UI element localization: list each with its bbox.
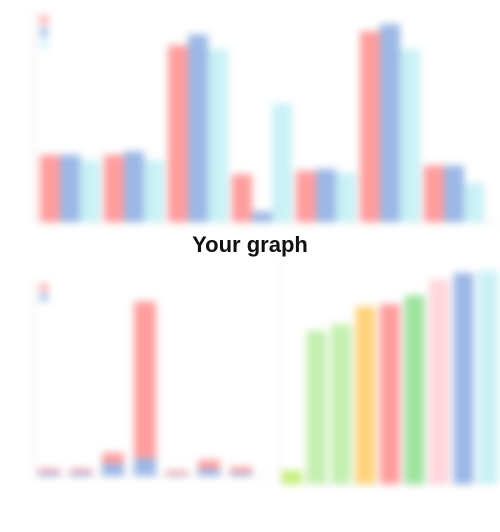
bar-bl-s1-4 [166,474,188,476]
bar-top-s0-2 [168,45,188,223]
bar-br-2 [331,324,351,484]
bar-top-s2-1 [144,160,164,222]
bar-bl-s1-3 [134,458,156,476]
bar-top-s2-0 [80,160,100,222]
bar-top-s0-0 [40,154,60,222]
bar-br-5 [404,295,425,484]
bar-bl-s0-3 [134,301,156,476]
bar-bl-s0-4 [166,470,188,476]
bar-top-s1-4 [316,169,336,222]
bar-br-0 [282,470,302,484]
legend-swatch-bl-1 [40,294,48,301]
legend-swatch-top-1 [40,28,48,36]
bar-top-s1-1 [124,151,144,222]
bar-top-s1-0 [60,154,80,222]
bar-br-7 [453,273,474,484]
bar-top-s1-3 [252,211,272,222]
bar-top-s0-4 [296,170,316,222]
bar-top-s2-4 [336,172,356,222]
bar-bl-s0-6 [230,467,252,476]
bar-br-8 [478,270,498,484]
bar-br-3 [355,306,376,484]
legend-swatch-top-0 [40,16,48,24]
bar-bl-s1-5 [198,468,220,476]
bar-br-1 [306,330,327,484]
bar-top-s0-6 [424,165,444,222]
bar-top-s2-3 [272,103,292,222]
bar-bl-s1-6 [230,472,252,476]
bar-br-6 [429,279,449,484]
bar-top-s2-2 [208,48,228,222]
bar-top-s1-2 [188,34,208,222]
bar-top-s0-1 [104,154,124,222]
bar-top-s1-5 [380,24,400,223]
bar-top-s0-5 [360,31,380,223]
page-title: Your graph [192,232,308,257]
bar-top-s1-6 [444,165,464,222]
bar-top-s0-3 [232,174,252,222]
bar-bl-s1-1 [70,472,92,476]
bar-bl-s1-2 [102,463,124,476]
bar-br-4 [380,304,400,484]
legend-swatch-top-2 [40,40,48,48]
bar-top-s2-5 [400,48,420,222]
legend-swatch-bl-0 [40,284,48,291]
bar-top-s2-6 [464,183,484,222]
bar-bl-s1-0 [38,472,60,476]
